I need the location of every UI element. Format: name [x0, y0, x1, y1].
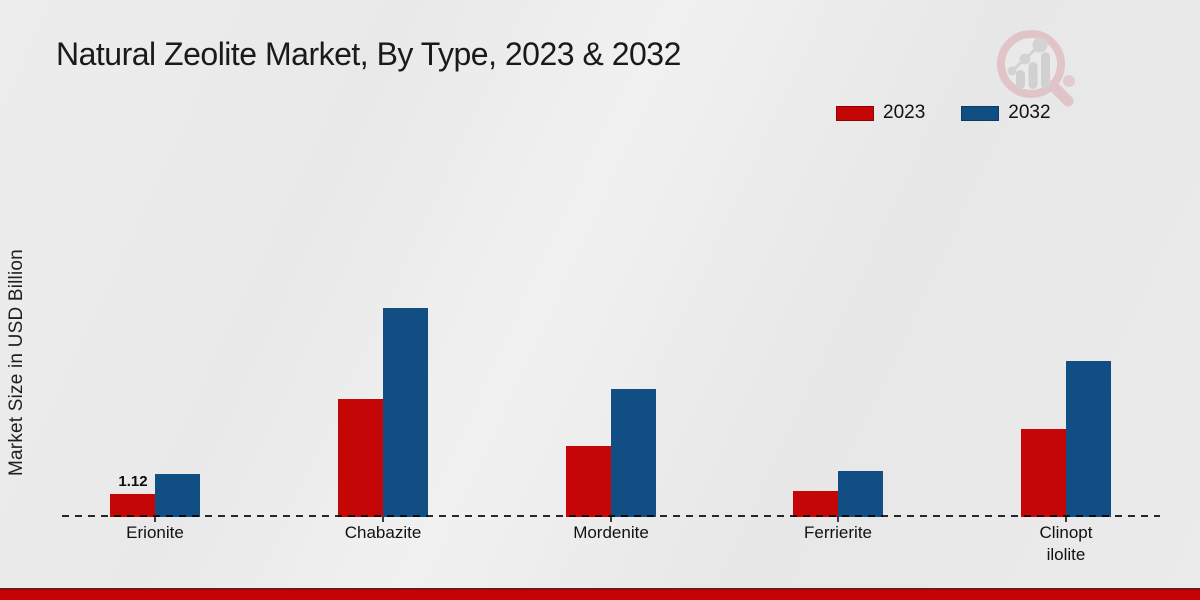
legend-swatch-2023: [836, 105, 874, 121]
legend: 2023 2032: [836, 102, 1051, 124]
bar-chabazite-2032: [383, 308, 428, 517]
category-label-ferrierite: Ferrierite: [803, 523, 872, 542]
x-axis-tick-mordenite: [610, 517, 612, 522]
category-label-erionite: Erionite: [126, 523, 184, 542]
bar-clinoptilolite-2032: [1066, 361, 1111, 517]
bar-mordenite-2023: [566, 446, 611, 517]
legend-item-2032: 2032: [961, 102, 1051, 124]
legend-label-2023: 2023: [883, 102, 926, 123]
magnifier-bar-chart-logo-icon: [990, 24, 1082, 116]
category-label-clinoptilolite: Clinopt ilolite: [1039, 523, 1093, 565]
bar-data-label-erionite-2023: 1.12: [118, 473, 148, 490]
chart-title: Natural Zeolite Market, By Type, 2023 & …: [56, 36, 681, 72]
category-label-mordenite: Mordenite: [573, 523, 649, 542]
bar-erionite-2023: [110, 494, 155, 517]
bar-mordenite-2032: [611, 389, 656, 517]
category-label-chabazite: Chabazite: [344, 523, 422, 542]
legend-label-2032: 2032: [1008, 102, 1051, 123]
bar-erionite-2032: [155, 474, 200, 517]
bar-clinoptilolite-2023: [1021, 429, 1066, 517]
x-axis-tick-ferrierite: [837, 517, 839, 522]
bar-chabazite-2023: [338, 399, 383, 517]
legend-swatch-2032: [961, 105, 1000, 121]
bar-ferrierite-2032: [838, 471, 883, 517]
x-axis-zero-line: [62, 515, 1160, 517]
footer-accent-bar: [0, 588, 1200, 600]
x-axis-tick-erionite: [154, 517, 156, 522]
bar-ferrierite-2023: [793, 491, 838, 517]
x-axis-tick-clinoptilolite: [1065, 517, 1067, 522]
legend-item-2023: 2023: [836, 102, 925, 124]
x-axis-tick-chabazite: [382, 517, 384, 522]
